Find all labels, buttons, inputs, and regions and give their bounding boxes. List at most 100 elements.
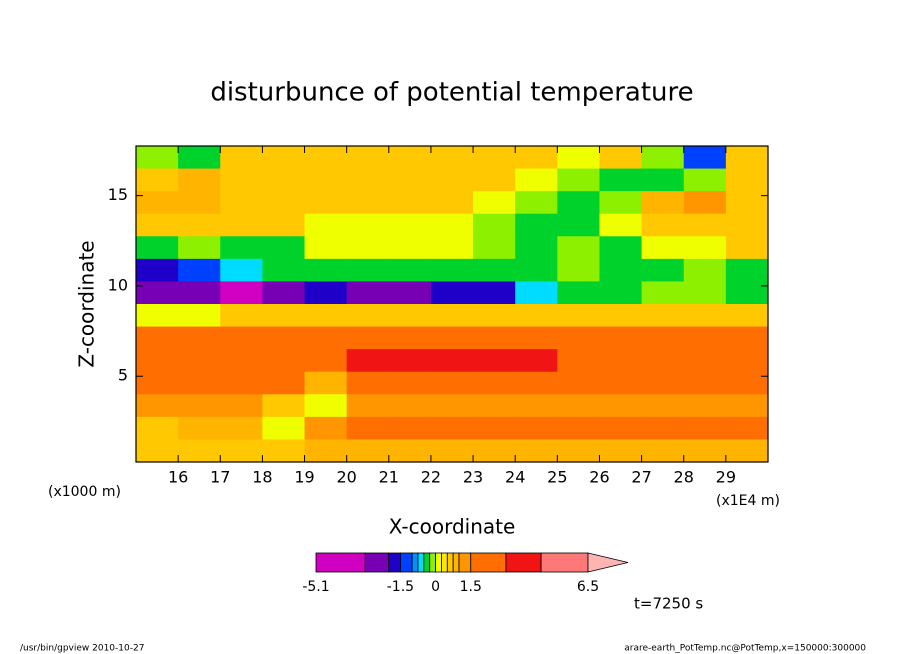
- contour-cell: [599, 394, 643, 418]
- contour-cell: [557, 439, 600, 463]
- x-tick-label: 16: [168, 468, 188, 487]
- colorbar-box: [540, 552, 589, 573]
- contour-cell: [599, 416, 643, 440]
- colorbar-tick-label: -1.5: [387, 579, 414, 595]
- contour-cell: [346, 168, 390, 192]
- contour-cell: [557, 326, 600, 350]
- x-tick-label: 20: [336, 468, 356, 487]
- contour-cell: [515, 191, 558, 215]
- contour-cell: [473, 258, 516, 282]
- contour-cell: [725, 236, 769, 260]
- contour-cell: [557, 394, 600, 418]
- contour-cell: [683, 281, 727, 305]
- contour-cell: [388, 439, 432, 463]
- contour-cell: [725, 371, 769, 395]
- colorbar-box: [417, 552, 425, 573]
- contour-cell: [178, 281, 221, 305]
- contour-cell: [641, 371, 685, 395]
- contour-cell: [725, 191, 769, 215]
- contour-cell: [599, 439, 643, 463]
- x-tick-label: 21: [379, 468, 399, 487]
- contour-cell: [262, 281, 306, 305]
- contour-cell: [136, 349, 179, 373]
- contour-cell: [262, 213, 306, 237]
- contour-cell: [557, 304, 600, 328]
- contour-cell: [557, 146, 600, 170]
- contour-cell: [304, 191, 348, 215]
- contour-cell: [725, 281, 769, 305]
- contour-cell: [304, 213, 348, 237]
- contour-cell: [220, 146, 263, 170]
- contour-cell: [262, 349, 306, 373]
- contour-cell: [473, 304, 516, 328]
- contour-cell: [599, 191, 643, 215]
- contour-cell: [430, 326, 474, 350]
- contour-cell: [473, 213, 516, 237]
- contour-cell: [346, 304, 390, 328]
- contour-cell: [430, 281, 474, 305]
- contour-cell: [304, 168, 348, 192]
- contour-cell: [599, 168, 643, 192]
- contour-cell: [388, 304, 432, 328]
- contour-cell: [473, 349, 516, 373]
- contour-cell: [430, 371, 474, 395]
- contour-cell: [641, 326, 685, 350]
- contour-cell: [683, 394, 727, 418]
- contour-cell: [683, 236, 727, 260]
- y-tick-label: 10: [108, 275, 128, 294]
- contour-cell: [304, 371, 348, 395]
- contour-cell: [388, 394, 432, 418]
- contour-cell: [304, 439, 348, 463]
- contour-cell: [388, 213, 432, 237]
- contour-cell: [430, 349, 474, 373]
- contour-cell: [515, 258, 558, 282]
- contour-cell: [136, 326, 179, 350]
- contour-cell: [725, 439, 769, 463]
- contour-cell: [641, 191, 685, 215]
- plot-frame: [135, 145, 769, 463]
- contour-cell: [430, 394, 474, 418]
- contour-cell: [220, 371, 263, 395]
- contour-cell: [430, 191, 474, 215]
- contour-cell: [178, 349, 221, 373]
- contour-cell: [599, 326, 643, 350]
- x-tick-label: 19: [294, 468, 314, 487]
- contour-cell: [725, 304, 769, 328]
- x-tick-label: 23: [463, 468, 483, 487]
- contour-cell: [725, 349, 769, 373]
- contour-cell: [220, 281, 263, 305]
- contour-cell: [220, 213, 263, 237]
- contour-cell: [136, 416, 179, 440]
- contour-cell: [641, 168, 685, 192]
- contour-cell: [136, 439, 179, 463]
- contour-cell: [346, 146, 390, 170]
- colorbar-box: [411, 552, 419, 573]
- contour-cell: [262, 416, 306, 440]
- contour-cell: [683, 416, 727, 440]
- contour-cell: [262, 146, 306, 170]
- contour-cell: [388, 281, 432, 305]
- contour-cell: [262, 439, 306, 463]
- contour-cell: [262, 326, 306, 350]
- contour-cell: [641, 236, 685, 260]
- contour-cell: [346, 326, 390, 350]
- contour-cell: [725, 168, 769, 192]
- contour-cell: [220, 416, 263, 440]
- colorbar-box: [364, 552, 390, 573]
- contour-cell: [136, 394, 179, 418]
- contour-cell: [346, 416, 390, 440]
- colorbar-box: [315, 552, 366, 573]
- x-unit-label: (x1E4 m): [716, 493, 780, 509]
- contour-cell: [220, 304, 263, 328]
- contour-cell: [220, 236, 263, 260]
- contour-cell: [136, 236, 179, 260]
- contour-cell: [725, 416, 769, 440]
- colorbar-box: [470, 552, 507, 573]
- contour-cell: [599, 304, 643, 328]
- contour-cell: [220, 326, 263, 350]
- colorbar-tick-label: 6.5: [577, 579, 599, 595]
- contour-cell: [473, 416, 516, 440]
- y-tick-label: 5: [118, 366, 128, 385]
- contour-cell: [641, 349, 685, 373]
- contour-cell: [599, 146, 643, 170]
